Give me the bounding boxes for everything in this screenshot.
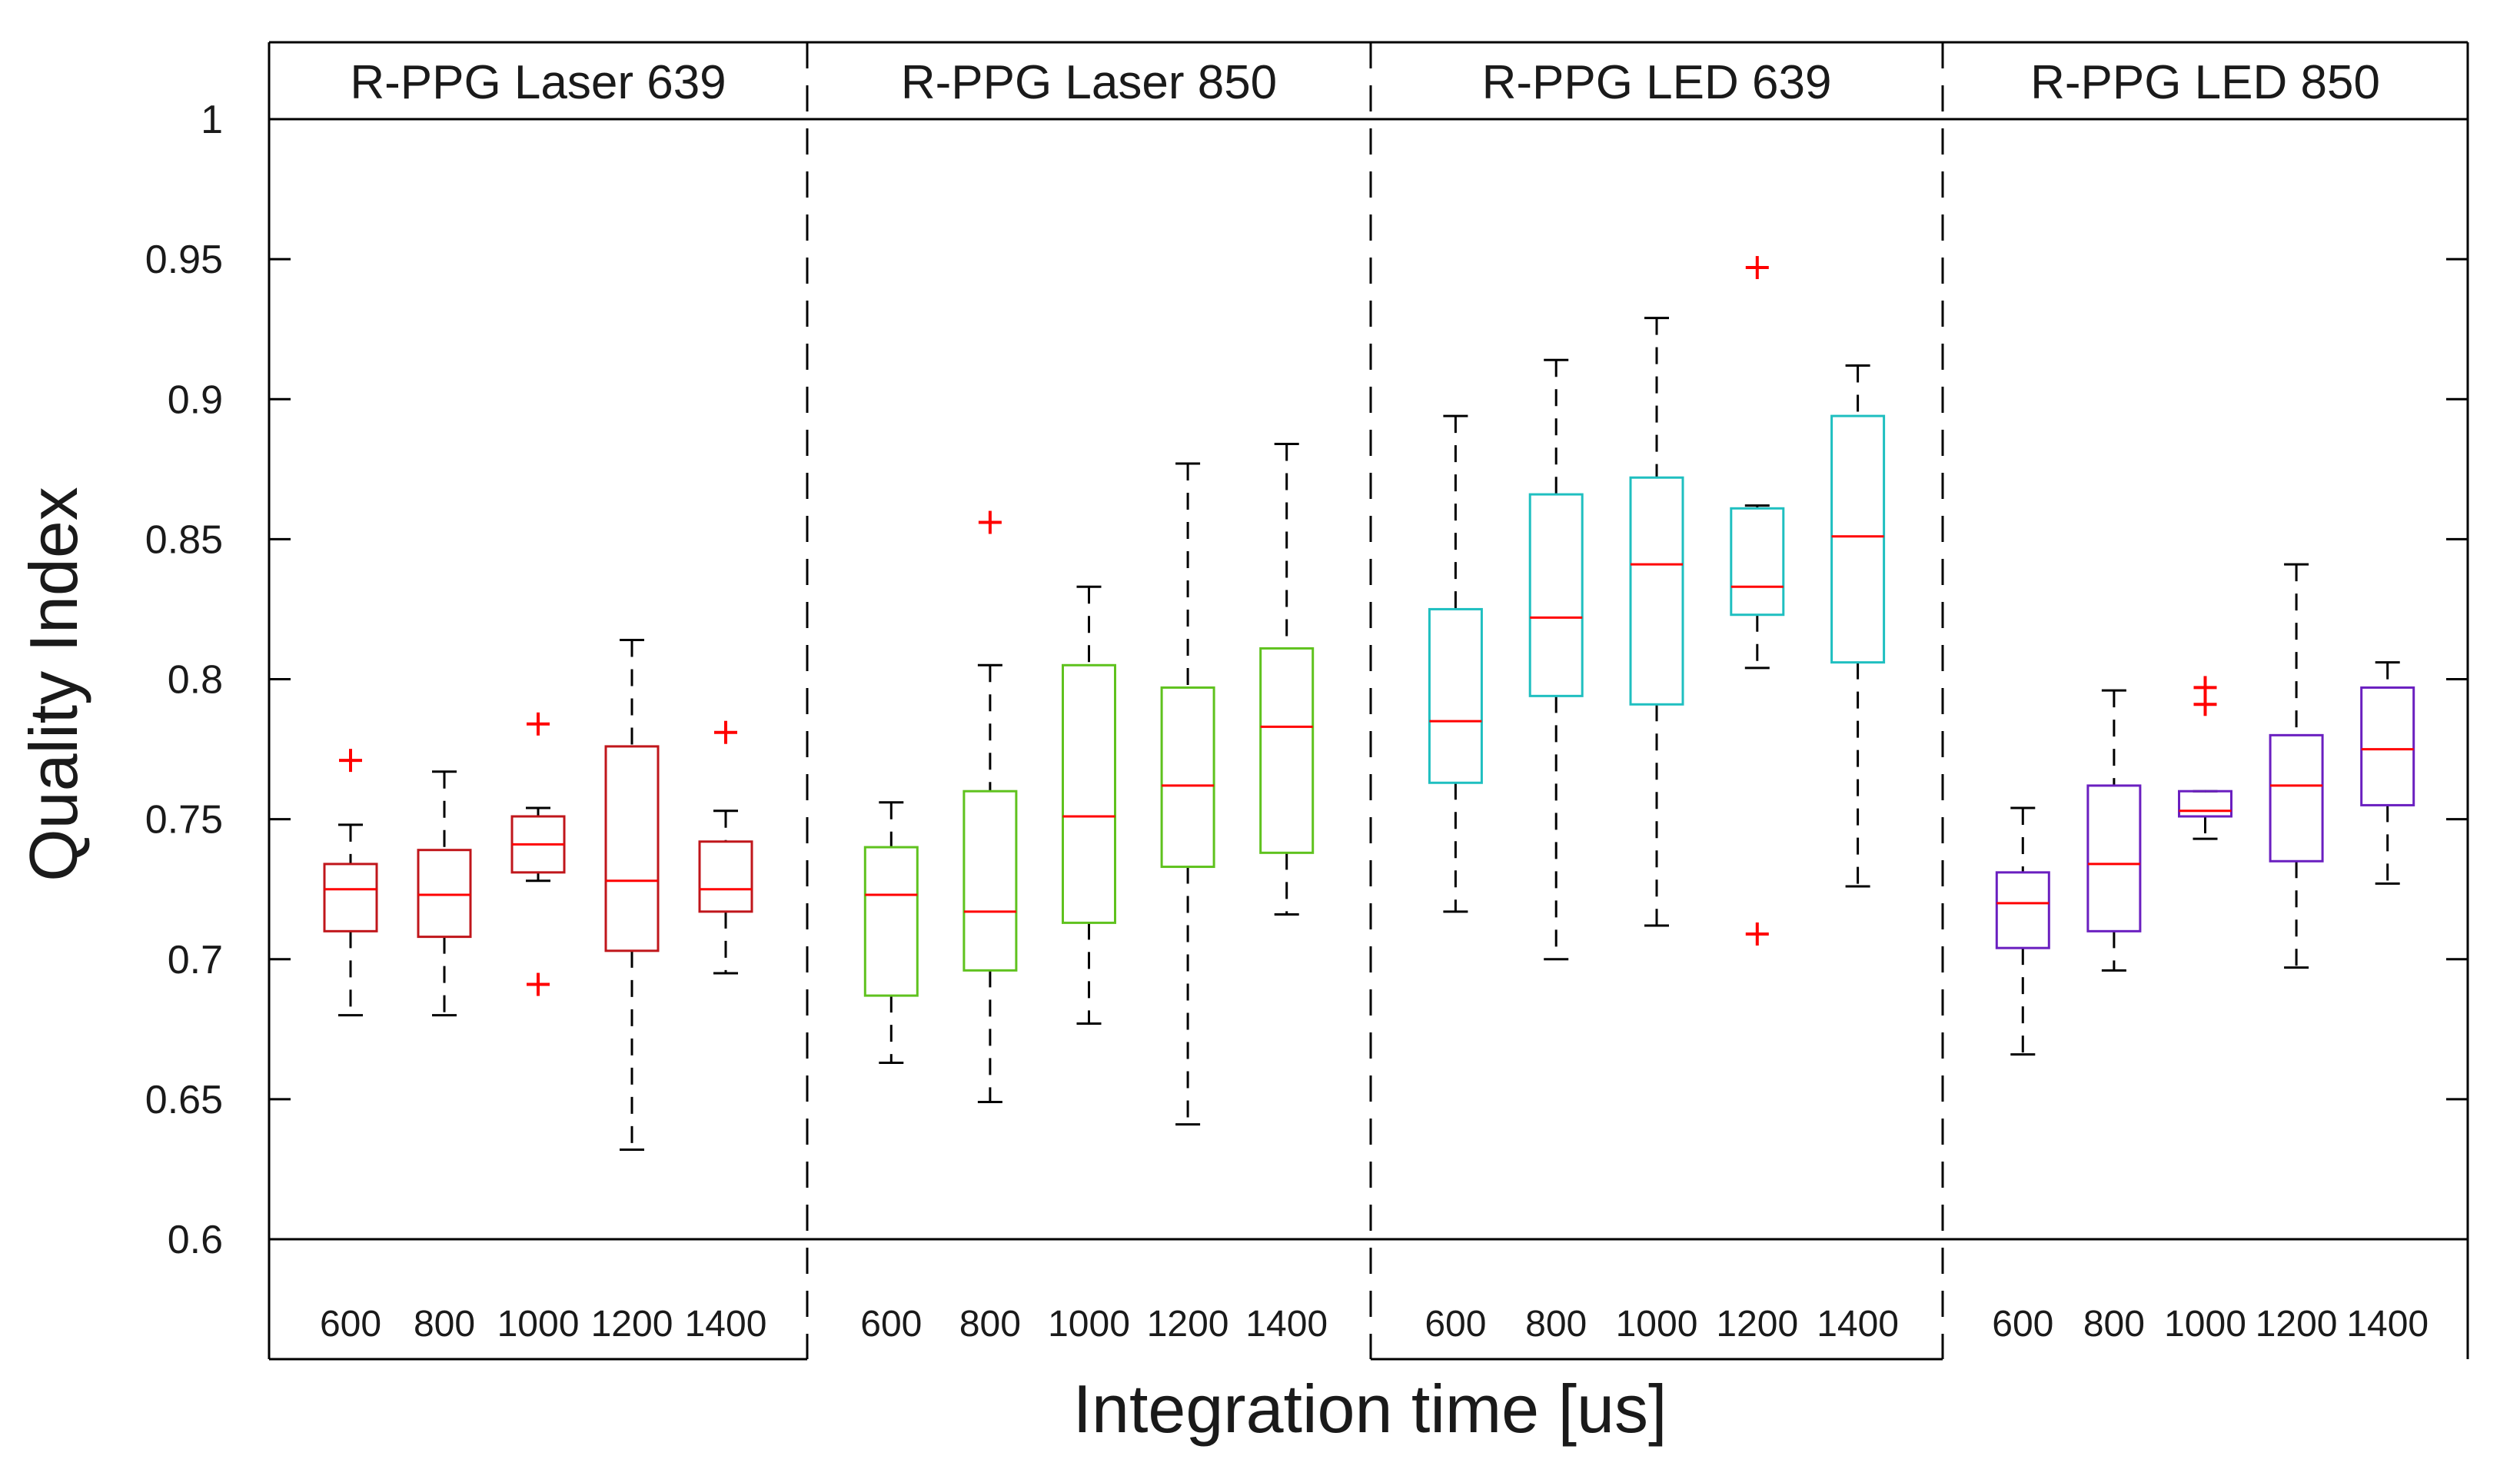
box-group bbox=[2360, 661, 2415, 885]
box-group bbox=[2086, 689, 2142, 972]
box bbox=[962, 790, 1018, 972]
outlier-point bbox=[339, 749, 362, 773]
y-tick-label: 0.9 bbox=[168, 377, 223, 422]
outlier-point bbox=[714, 720, 737, 744]
box-group bbox=[1730, 256, 1785, 946]
x-tick-label: 600 bbox=[1992, 1304, 2053, 1345]
y-tick-label: 0.6 bbox=[168, 1218, 223, 1262]
box-group bbox=[1830, 364, 1886, 888]
y-tick-label: 0.75 bbox=[145, 798, 223, 843]
box bbox=[2178, 790, 2232, 818]
box bbox=[2086, 784, 2142, 932]
x-tick-label: 1200 bbox=[1716, 1304, 1798, 1345]
box bbox=[1730, 507, 1785, 617]
x-tick-label: 600 bbox=[320, 1304, 381, 1345]
box-group bbox=[962, 510, 1018, 1104]
box-group bbox=[1259, 443, 1315, 916]
box-group bbox=[2269, 563, 2324, 969]
x-tick-label: 1200 bbox=[1147, 1304, 1229, 1345]
x-tick-label: 1400 bbox=[1245, 1304, 1328, 1345]
box-group bbox=[2178, 676, 2232, 840]
box bbox=[1629, 476, 1684, 706]
box bbox=[1428, 607, 1483, 784]
x-tick-label: 600 bbox=[860, 1304, 922, 1345]
x-tick-label: 600 bbox=[1425, 1304, 1486, 1345]
box bbox=[1160, 686, 1215, 869]
box-group bbox=[1995, 806, 2050, 1056]
box-group bbox=[510, 712, 566, 996]
y-axis-title: Quality Index bbox=[15, 487, 91, 882]
box-group bbox=[604, 639, 660, 1151]
panel-frames bbox=[268, 41, 2469, 1361]
box bbox=[2360, 686, 2415, 806]
x-tick-label: 800 bbox=[959, 1304, 1021, 1345]
x-tick-label: 1400 bbox=[2346, 1304, 2429, 1345]
x-axis-title: Integration time [us] bbox=[1073, 1371, 1667, 1447]
box-group bbox=[1428, 414, 1483, 913]
y-axis-ticks bbox=[269, 118, 2468, 1241]
panel-title: R-PPG LED 639 bbox=[1482, 56, 1832, 109]
outlier-point bbox=[1745, 922, 1769, 946]
x-tick-label: 800 bbox=[2083, 1304, 2145, 1345]
x-tick-label: 1000 bbox=[497, 1304, 580, 1345]
box-group bbox=[1629, 317, 1684, 927]
x-tick-label: 1000 bbox=[2164, 1304, 2246, 1345]
box bbox=[2269, 733, 2324, 863]
y-tick-label: 0.7 bbox=[168, 938, 223, 982]
panel-title: R-PPG LED 850 bbox=[2030, 56, 2380, 109]
x-tick-label: 800 bbox=[414, 1304, 475, 1345]
box bbox=[1830, 414, 1886, 664]
chart-labels: 0.6 0.65 0.7 0.75 0.8 0.85 0.9 0.95 1 R-PPG Laser… bbox=[145, 56, 2429, 1345]
y-tick-label: 0.95 bbox=[145, 238, 223, 282]
box bbox=[1259, 647, 1315, 854]
box-group bbox=[1528, 358, 1584, 961]
box-group bbox=[1062, 585, 1116, 1026]
box bbox=[863, 846, 919, 997]
box bbox=[604, 745, 660, 952]
x-tick-label: 800 bbox=[1525, 1304, 1587, 1345]
box bbox=[698, 840, 753, 913]
outlier-point bbox=[2193, 693, 2217, 716]
box bbox=[1062, 663, 1116, 924]
y-tick-label: 0.8 bbox=[168, 658, 223, 703]
box-group bbox=[863, 801, 919, 1065]
x-tick-label: 1200 bbox=[591, 1304, 673, 1345]
x-tick-label: 1000 bbox=[1616, 1304, 1698, 1345]
box bbox=[1528, 493, 1584, 697]
box-group bbox=[698, 720, 753, 975]
box-group bbox=[417, 770, 472, 1017]
panel-title: R-PPG Laser 850 bbox=[901, 56, 1277, 109]
box-group bbox=[1160, 462, 1215, 1126]
outlier-point bbox=[527, 972, 550, 996]
y-tick-label: 0.85 bbox=[145, 517, 223, 562]
outlier-point bbox=[527, 712, 550, 736]
box-group bbox=[323, 749, 378, 1017]
y-tick-label: 1 bbox=[201, 98, 223, 142]
box bbox=[323, 863, 378, 932]
x-tick-label: 1400 bbox=[1817, 1304, 1899, 1345]
box bbox=[1995, 871, 2050, 949]
box-marks bbox=[323, 256, 2415, 1151]
box bbox=[417, 849, 472, 939]
y-tick-label: 0.65 bbox=[145, 1078, 223, 1122]
x-tick-label: 1000 bbox=[1048, 1304, 1130, 1345]
x-tick-label: 1400 bbox=[685, 1304, 767, 1345]
x-tick-label: 1200 bbox=[2256, 1304, 2338, 1345]
outlier-point bbox=[978, 510, 1002, 534]
outlier-point bbox=[1745, 256, 1769, 280]
panel-title: R-PPG Laser 639 bbox=[350, 56, 726, 109]
